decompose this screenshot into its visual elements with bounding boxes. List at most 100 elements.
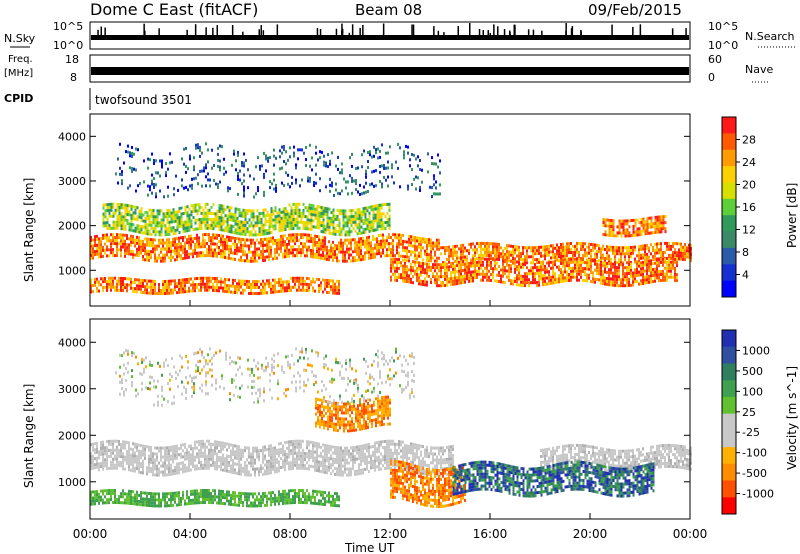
heat-cell bbox=[255, 192, 257, 196]
heat-cell bbox=[178, 287, 180, 291]
heat-cell bbox=[454, 250, 456, 254]
heat-cell bbox=[658, 264, 660, 268]
heat-cell bbox=[168, 244, 170, 248]
nsky-spike bbox=[489, 32, 491, 36]
heat-cell bbox=[310, 221, 313, 225]
heat-cell bbox=[172, 217, 175, 221]
heat-cell bbox=[334, 250, 336, 253]
heat-cell bbox=[382, 242, 384, 246]
heat-cell bbox=[664, 250, 666, 254]
beam-title: Beam 08 bbox=[355, 1, 422, 19]
heat-cell bbox=[270, 248, 272, 252]
heat-cell bbox=[282, 237, 284, 241]
heat-cell bbox=[150, 256, 152, 260]
heat-cell bbox=[328, 219, 331, 223]
heat-cell bbox=[132, 223, 135, 227]
heat-cell bbox=[522, 274, 524, 278]
heat-cell bbox=[316, 208, 319, 212]
heat-cell bbox=[370, 229, 373, 233]
heat-cell bbox=[174, 451, 176, 454]
heat-cell bbox=[304, 233, 306, 237]
heat-cell bbox=[188, 246, 190, 250]
heat-cell bbox=[439, 159, 441, 163]
heat-cell bbox=[488, 257, 490, 261]
heat-cell bbox=[128, 210, 131, 214]
heat-cell bbox=[298, 276, 300, 280]
heat-cell bbox=[94, 277, 96, 281]
heat-cell bbox=[540, 254, 542, 258]
heat-cell bbox=[148, 466, 150, 470]
heat-cell bbox=[100, 255, 102, 259]
heat-cell bbox=[410, 235, 412, 239]
heat-cell bbox=[190, 240, 192, 244]
heat-cell bbox=[114, 220, 117, 224]
heat-cell bbox=[474, 254, 476, 258]
heat-cell bbox=[192, 280, 194, 284]
heat-cell bbox=[476, 272, 478, 276]
heat-cell bbox=[178, 231, 181, 234]
heat-cell bbox=[308, 206, 311, 210]
heat-cell bbox=[660, 270, 662, 273]
heat-cell bbox=[162, 244, 164, 248]
heat-cell bbox=[654, 227, 657, 231]
heat-cell bbox=[122, 203, 125, 207]
heat-cell bbox=[220, 204, 223, 208]
heat-cell bbox=[534, 263, 536, 267]
heat-cell bbox=[508, 263, 510, 267]
heat-cell bbox=[168, 285, 170, 289]
heat-cell bbox=[386, 211, 389, 215]
heat-cell bbox=[369, 153, 371, 157]
heat-cell bbox=[170, 463, 172, 467]
heat-cell bbox=[413, 153, 415, 157]
heat-cell bbox=[164, 455, 166, 459]
heat-cell bbox=[385, 151, 387, 155]
heat-cell bbox=[170, 291, 172, 295]
heat-cell bbox=[536, 258, 538, 262]
heat-cell bbox=[534, 278, 536, 282]
heat-cell bbox=[428, 262, 430, 266]
heat-cell bbox=[568, 273, 570, 276]
heat-cell bbox=[322, 227, 325, 231]
heat-cell bbox=[308, 209, 311, 213]
heat-cell bbox=[622, 261, 624, 265]
heat-cell bbox=[620, 261, 622, 265]
heat-cell bbox=[228, 215, 231, 219]
heat-cell bbox=[256, 209, 259, 213]
heat-cell bbox=[642, 220, 645, 224]
heat-cell bbox=[188, 252, 190, 256]
heat-cell bbox=[366, 248, 368, 252]
heat-cell bbox=[118, 276, 120, 280]
heat-cell bbox=[566, 248, 568, 252]
heat-cell bbox=[594, 255, 596, 259]
heat-cell bbox=[300, 254, 302, 258]
heat-cell bbox=[334, 232, 337, 236]
heat-cell bbox=[194, 218, 197, 222]
heat-cell bbox=[620, 281, 622, 285]
nsky-spike bbox=[316, 28, 319, 36]
heat-cell bbox=[328, 282, 330, 286]
heat-cell bbox=[644, 275, 646, 279]
heat-cell bbox=[296, 217, 299, 221]
heat-cell bbox=[350, 212, 353, 216]
heat-cell bbox=[482, 272, 484, 276]
heat-cell bbox=[572, 275, 574, 279]
heat-cell bbox=[396, 242, 398, 246]
heat-cell bbox=[640, 223, 643, 227]
heat-cell bbox=[660, 218, 663, 222]
heat-cell bbox=[636, 274, 638, 277]
heat-cell bbox=[102, 440, 104, 444]
heat-cell bbox=[110, 282, 112, 286]
heat-cell bbox=[642, 269, 644, 273]
heat-cell bbox=[436, 266, 438, 270]
heat-cell bbox=[332, 255, 334, 259]
heat-cell bbox=[526, 246, 528, 250]
heat-cell bbox=[654, 279, 656, 283]
heat-cell bbox=[232, 219, 235, 222]
heat-cell bbox=[215, 182, 217, 186]
heat-cell bbox=[186, 220, 189, 224]
heat-cell bbox=[202, 236, 204, 240]
heat-cell bbox=[326, 245, 328, 249]
heat-cell bbox=[366, 251, 368, 255]
heat-cell bbox=[360, 246, 362, 250]
heat-cell bbox=[228, 253, 230, 257]
